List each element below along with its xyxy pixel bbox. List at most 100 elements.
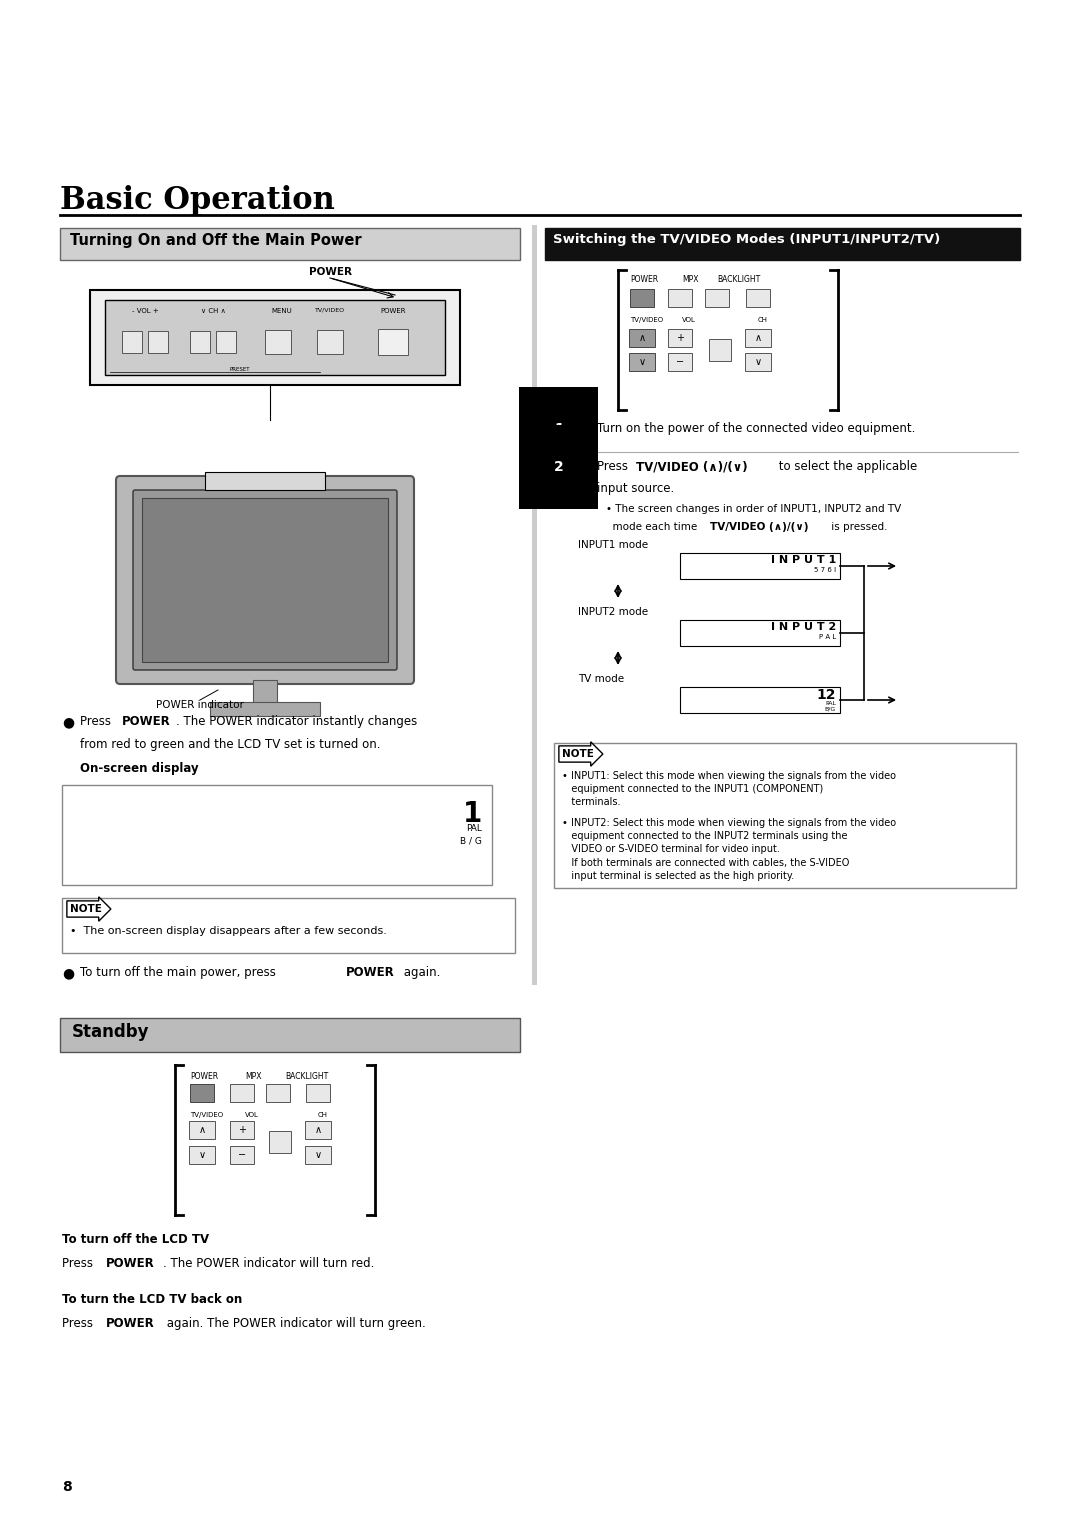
Text: Turning On and Off the Main Power: Turning On and Off the Main Power: [70, 233, 362, 248]
Text: • The screen changes in order of INPUT1, INPUT2 and TV: • The screen changes in order of INPUT1,…: [606, 504, 901, 514]
Text: 5 7 6 I: 5 7 6 I: [814, 566, 836, 573]
Text: POWER: POWER: [106, 1257, 154, 1271]
Bar: [60, 228, 519, 260]
Text: To turn the LCD TV back on: To turn the LCD TV back on: [62, 1294, 242, 1306]
Text: VOL: VOL: [681, 317, 696, 323]
Text: - VOL +: - VOL +: [132, 308, 159, 314]
Bar: [680, 620, 840, 646]
Text: TV/VIDEO: TV/VIDEO: [190, 1112, 224, 1118]
Bar: [745, 329, 771, 348]
Bar: [266, 1084, 291, 1102]
Bar: [230, 1147, 254, 1164]
Text: Basic Operation: Basic Operation: [60, 185, 335, 216]
Bar: [105, 300, 445, 375]
Text: ∨: ∨: [199, 1150, 205, 1160]
Bar: [554, 743, 1016, 888]
Bar: [190, 331, 210, 354]
Text: TV/VIDEO (∧)/(∨): TV/VIDEO (∧)/(∨): [710, 522, 809, 531]
Bar: [122, 331, 141, 354]
Bar: [680, 553, 840, 579]
Text: Standby: Standby: [72, 1023, 149, 1041]
Text: 1: 1: [554, 423, 564, 436]
Text: from red to green and the LCD TV set is turned on.: from red to green and the LCD TV set is …: [80, 738, 380, 752]
Text: −: −: [238, 1150, 246, 1160]
Bar: [669, 289, 692, 308]
Text: ∧: ∧: [638, 334, 646, 343]
Text: Press: Press: [597, 459, 632, 473]
Bar: [306, 1084, 330, 1102]
Text: Turn on the power of the connected video equipment.: Turn on the power of the connected video…: [597, 423, 916, 435]
Text: input source.: input source.: [597, 482, 674, 495]
Text: POWER indicator: POWER indicator: [157, 700, 244, 710]
Text: Press: Press: [62, 1257, 97, 1271]
Text: POWER: POWER: [106, 1317, 154, 1330]
Text: POWER: POWER: [346, 966, 395, 978]
Bar: [305, 1147, 330, 1164]
Bar: [532, 225, 537, 984]
Text: BACKLIGHT: BACKLIGHT: [285, 1072, 328, 1081]
Text: Switching the TV/VIDEO Modes (INPUT1/INPUT2/TV): Switching the TV/VIDEO Modes (INPUT1/INP…: [553, 233, 941, 246]
Bar: [269, 1131, 291, 1153]
Text: PRESET: PRESET: [230, 367, 251, 372]
Text: VOL: VOL: [245, 1112, 259, 1118]
Bar: [62, 899, 515, 952]
Text: ∨: ∨: [314, 1150, 322, 1160]
Text: +: +: [238, 1125, 246, 1134]
Text: +: +: [676, 334, 684, 343]
Text: TV/VIDEO: TV/VIDEO: [315, 308, 346, 312]
Bar: [205, 472, 325, 490]
Text: •  The on-screen display disappears after a few seconds.: • The on-screen display disappears after…: [70, 926, 387, 935]
Bar: [90, 289, 460, 384]
Text: ∨ CH ∧: ∨ CH ∧: [201, 308, 226, 314]
Text: Press: Press: [62, 1317, 97, 1330]
Text: ●: ●: [62, 966, 75, 980]
Text: B / G: B / G: [460, 836, 482, 845]
Text: POWER: POWER: [630, 276, 658, 283]
Text: ∨: ∨: [638, 357, 646, 367]
Bar: [189, 1121, 215, 1139]
Bar: [746, 289, 770, 308]
Bar: [265, 331, 291, 354]
FancyBboxPatch shape: [133, 490, 397, 671]
Text: mode each time: mode each time: [606, 522, 701, 531]
Bar: [216, 331, 237, 354]
Text: 12: 12: [816, 687, 836, 703]
FancyBboxPatch shape: [116, 476, 414, 684]
Bar: [745, 354, 771, 371]
Text: . The POWER indicator instantly changes: . The POWER indicator instantly changes: [176, 715, 417, 729]
Text: ●: ●: [62, 715, 75, 729]
Bar: [545, 228, 1020, 260]
Text: CH: CH: [318, 1112, 328, 1118]
Bar: [629, 354, 654, 371]
Text: To turn off the LCD TV: To turn off the LCD TV: [62, 1232, 210, 1246]
Text: ∧: ∧: [755, 334, 761, 343]
Text: TV mode: TV mode: [578, 674, 624, 684]
Bar: [629, 329, 654, 348]
Text: MENU: MENU: [272, 308, 293, 314]
Text: 2: 2: [554, 459, 564, 475]
Text: . The POWER indicator will turn red.: . The POWER indicator will turn red.: [163, 1257, 375, 1271]
Text: I N P U T 1: I N P U T 1: [771, 556, 836, 565]
Text: NOTE: NOTE: [562, 749, 594, 759]
Text: POWER: POWER: [190, 1072, 218, 1081]
Text: BACKLIGHT: BACKLIGHT: [717, 276, 760, 283]
Bar: [318, 331, 343, 354]
Bar: [210, 703, 320, 717]
Text: ∨: ∨: [755, 357, 761, 367]
Bar: [230, 1084, 254, 1102]
Text: 8: 8: [62, 1480, 71, 1494]
Bar: [669, 354, 692, 371]
Bar: [190, 1084, 214, 1102]
Text: TV/VIDEO (∧)/(∨): TV/VIDEO (∧)/(∨): [636, 459, 747, 473]
Text: to select the applicable: to select the applicable: [775, 459, 917, 473]
Bar: [669, 329, 692, 348]
Bar: [230, 1121, 254, 1139]
Text: MPX: MPX: [681, 276, 699, 283]
Text: I N P U T 2: I N P U T 2: [771, 622, 836, 632]
Bar: [630, 289, 654, 308]
Text: POWER: POWER: [380, 308, 406, 314]
Bar: [708, 338, 731, 361]
Bar: [189, 1147, 215, 1164]
Bar: [680, 687, 840, 713]
Text: CH: CH: [758, 317, 768, 323]
